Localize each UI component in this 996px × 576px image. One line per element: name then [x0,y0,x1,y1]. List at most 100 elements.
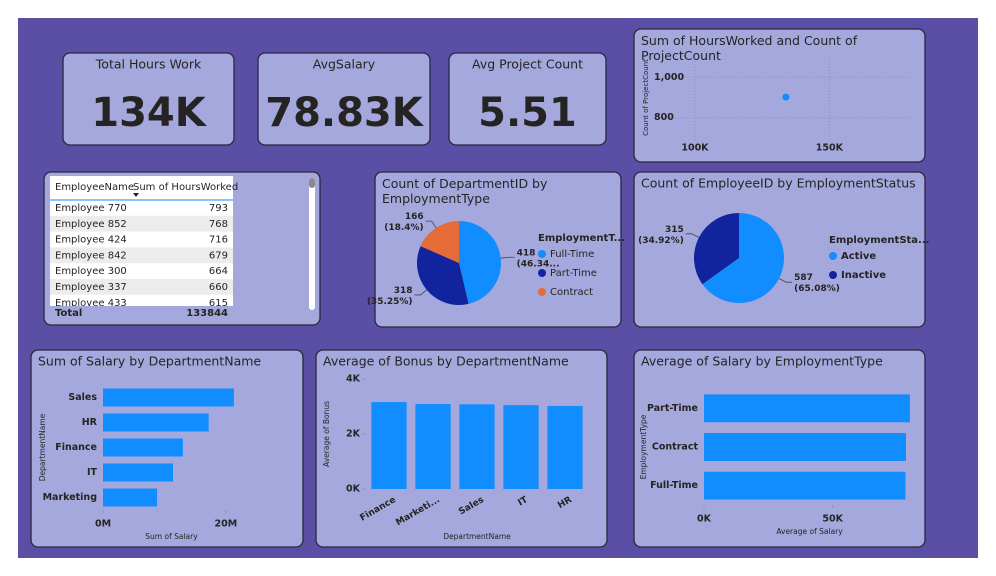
pie-slice [459,221,502,304]
row-band [50,279,233,295]
sort-arrow [133,193,139,197]
text-line: 166 [405,212,424,222]
y-tick-label: 800 [654,112,674,123]
legend-marker [538,269,546,277]
table-cell: 679 [209,250,228,261]
legend-label: Full-Time [550,249,594,260]
bar [459,404,495,489]
text-line: 315 [665,224,684,234]
x-axis-title: Average of Salary [776,527,843,536]
pie-slice [417,246,469,305]
table-cell: Employee 852 [55,219,127,230]
text-line: 418 [517,248,536,258]
x-tick-label: 0K [697,514,712,525]
panel [257,52,431,146]
legend-marker [538,288,546,296]
table-cell: Employee 433 [55,298,127,309]
legend-marker [829,271,837,279]
pie-slice [702,213,784,303]
x-tick-label: 0M [95,519,111,530]
legend-marker [538,250,546,258]
leader-line [685,233,700,238]
text-line: (46.34... [517,259,560,269]
bar [547,405,583,489]
table-cell: 793 [209,203,228,214]
y-tick-label: 4K [346,374,361,385]
legend-label: Part-Time [550,268,597,279]
data-label: 587 (65.08%) [794,273,840,294]
table-cell: 615 [209,298,228,309]
legend-label: Active [841,251,876,262]
bar [103,388,234,407]
chart-title: Sum of Salary by DepartmentName [38,354,261,369]
panel [633,28,926,163]
card-value: 5.51 [478,90,577,136]
y-tick-label: Part-Time [647,403,698,414]
card-label: Total Hours Work [95,57,202,72]
leader-line [778,278,793,283]
chart-title: Count of DepartmentID by EmploymentType [382,176,548,206]
text-line: EmploymentType [382,191,490,206]
data-label: 318 (35.25%) [367,285,413,306]
text-line: Sum of HoursWorked and Count of [641,33,858,48]
chart-title: Average of Salary by EmploymentType [641,354,883,369]
legend-label: Contract [550,287,593,298]
table-cell: Employee 337 [55,282,127,293]
y-axis-title: EmploymentType [639,414,648,479]
chart-title: Average of Bonus by DepartmentName [323,354,569,369]
leader-line [425,220,437,229]
y-tick-label: 2K [346,429,361,440]
text-line: (18.4%) [384,223,423,233]
data-label: 315 (34.92%) [638,224,684,245]
y-tick-label: Marketing [43,492,97,503]
bar [103,438,183,457]
y-tick-label: Contract [652,442,699,453]
text-line: (65.08%) [794,284,840,294]
pie-slice [693,213,739,285]
y-tick-label: Sales [68,392,97,403]
table-cell: Employee 842 [55,250,127,261]
leader-line [414,289,427,296]
bar [103,413,209,432]
table-cell: 716 [209,235,228,246]
table-rows: Employee 770 793 Employee 852 768 Employee 4… [50,203,233,309]
bar [503,405,539,489]
y-tick-label: 1,000 [654,72,684,83]
table-total-label: Total [55,308,82,319]
table-cell: Employee 770 [55,203,127,214]
table-header: Sum of HoursWorked [133,182,238,193]
legend-label: Inactive [841,270,886,281]
text-line: (34.92%) [638,235,684,245]
leader-line [500,256,515,259]
table-cell: 768 [209,219,228,230]
row-band [50,215,233,232]
bar [704,394,910,423]
x-tick-label: 150K [816,143,844,154]
card-label: Avg Project Count [472,57,583,72]
x-tick-label: 100K [681,143,709,154]
scrollbar-thumb[interactable] [309,178,315,188]
data-label: 166 (18.4%) [384,212,423,233]
bar [415,404,451,489]
bar [103,463,174,482]
card-label: AvgSalary [313,57,376,72]
text-line: 318 [394,285,413,295]
chart-title: Sum of HoursWorked and Count of ProjectCo… [641,33,858,63]
y-axis-title: Count of ProjectCount [642,59,650,136]
y-tick-label: Finance [55,442,97,453]
table-total-value: 133844 [186,308,228,319]
y-tick-label: HR [82,417,98,428]
y-tick-label: 0K [346,484,361,495]
panel [62,52,235,146]
card-value: 134K [91,90,207,136]
x-axis-title: Sum of Salary [145,532,198,541]
x-tick-label: 50K [822,514,843,525]
bar [103,488,158,507]
y-axis-title: DepartmentName [38,413,47,481]
bar [371,402,407,489]
table-header: EmployeeName [55,182,134,193]
scrollbar-track[interactable] [309,178,315,310]
x-tick-label: 20M [215,519,238,530]
